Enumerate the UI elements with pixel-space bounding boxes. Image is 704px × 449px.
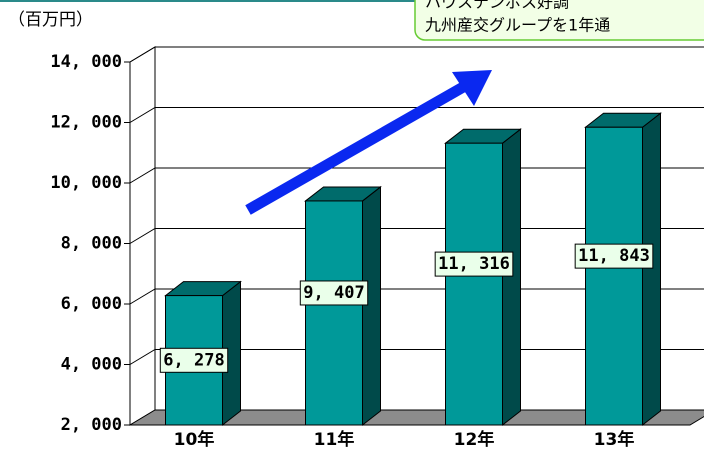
- x-tick-label: 10年: [174, 429, 215, 449]
- bar: [445, 142, 503, 426]
- y-tick-label: 10, 000: [50, 173, 122, 193]
- y-tick-label: 12, 000: [50, 113, 122, 133]
- grid-line: [129, 228, 704, 244]
- unit-label: （百万円）: [8, 10, 93, 30]
- y-tick-label: 2, 000: [61, 415, 122, 435]
- bar-side: [642, 112, 661, 427]
- grid-line: [129, 167, 704, 184]
- x-tick-label: 13年: [594, 429, 635, 449]
- grid-line: [129, 288, 704, 305]
- y-tick-label: 8, 000: [61, 234, 122, 254]
- grid-line: [129, 349, 704, 365]
- x-tick-label: 12年: [454, 429, 495, 449]
- callout-line: 九州産交グループを1年通: [425, 16, 610, 35]
- y-tick-label: 14, 000: [50, 52, 122, 72]
- value-label-box: [434, 251, 514, 277]
- bar: [585, 126, 643, 426]
- value-label-box: [159, 347, 229, 373]
- y-tick-label: 4, 000: [61, 355, 122, 375]
- value-label: 9, 407: [303, 283, 364, 303]
- value-label-box: [574, 243, 654, 269]
- trend-arrow: [245, 70, 492, 215]
- value-label-box: [299, 280, 369, 306]
- y-tick-label: 6, 000: [61, 294, 122, 314]
- grid-line: [129, 46, 704, 63]
- plot-area: 2, 000 4, 000 6, 000 8, 000 10, 000 12, 000 14…: [50, 46, 704, 449]
- bar-side: [502, 128, 521, 427]
- value-label: 11, 316: [438, 254, 510, 274]
- callout-line: ハウステンボス好調: [425, 0, 569, 12]
- value-label: 11, 843: [578, 246, 650, 266]
- bar-side: [362, 185, 381, 427]
- callout-box: [414, 0, 704, 41]
- floor: [128, 409, 704, 426]
- bar: [305, 200, 363, 426]
- x-tick-label: 11年: [314, 429, 355, 449]
- value-label: 6, 278: [163, 350, 224, 370]
- grid-line: [129, 107, 704, 123]
